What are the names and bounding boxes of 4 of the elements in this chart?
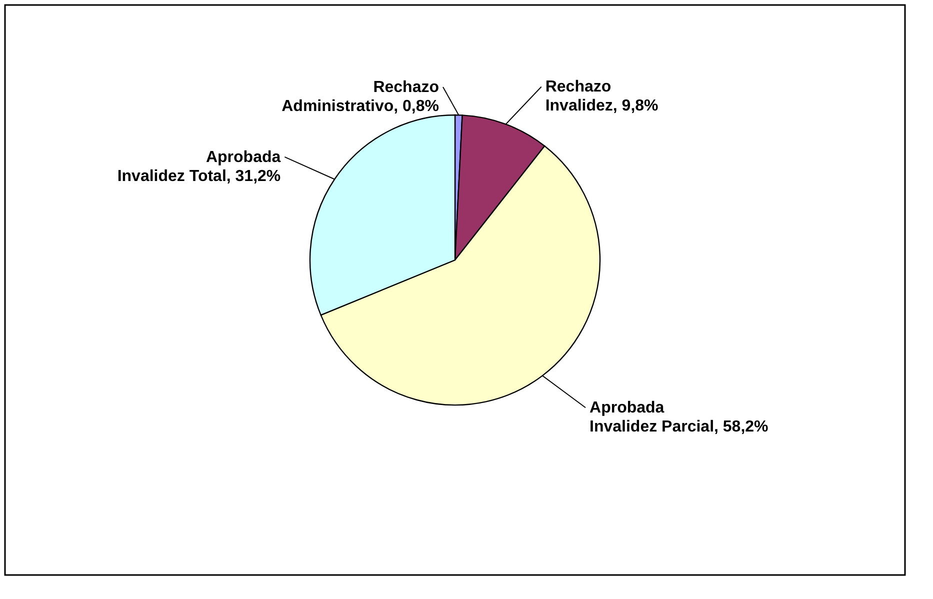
slice-label: Aprobada Invalidez Total, 31,2% (117, 148, 281, 185)
slice-label: Rechazo Invalidez, 9,8% (545, 78, 658, 115)
slice-label: Aprobada Invalidez Parcial, 58,2% (590, 400, 768, 436)
slice-label: Rechazo Administrativo, 0,8% (282, 79, 440, 115)
